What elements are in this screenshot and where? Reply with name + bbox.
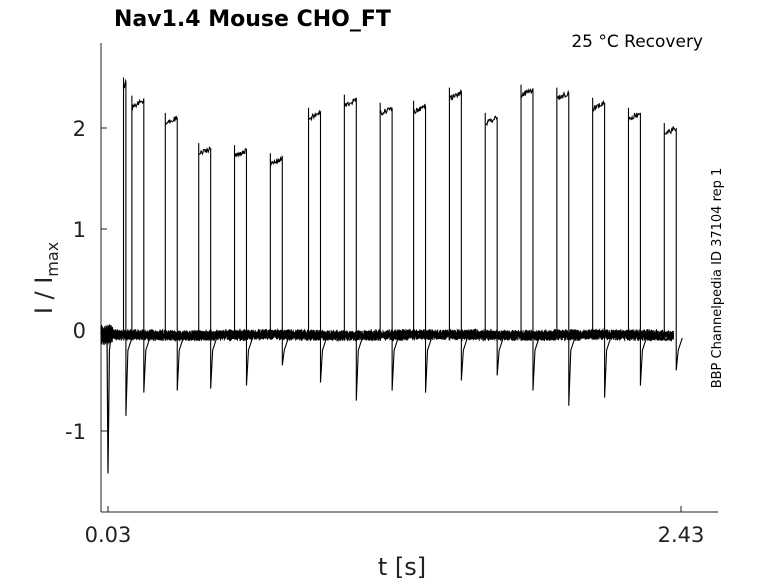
y-axis-label-sub: max	[43, 242, 62, 277]
x-ticks: 0.03 2.43	[85, 506, 705, 547]
pulse-trace	[592, 97, 612, 398]
y-tick-label: -1	[65, 420, 86, 444]
baseline-trace	[100, 325, 674, 346]
pulse-trace	[343, 94, 363, 401]
traces	[100, 77, 683, 474]
initial-dip	[106, 338, 112, 474]
y-tick-label: 2	[73, 117, 86, 141]
pulse-trace	[484, 112, 504, 376]
y-ticks: 2 1 0 -1	[65, 117, 107, 444]
x-tick-label: 2.43	[658, 523, 705, 547]
chart-title: Nav1.4 Mouse CHO_FT	[114, 7, 391, 32]
pulse-trace	[627, 107, 647, 386]
pulse-trace	[233, 145, 253, 386]
pulse-trace	[198, 143, 218, 389]
pulse-trace	[520, 84, 540, 391]
pulse-trace	[448, 87, 468, 381]
pulse-trace	[556, 87, 576, 406]
pulse-trace	[122, 77, 133, 416]
y-axis-label: I / Imax	[30, 242, 62, 314]
y-tick-label: 1	[73, 218, 86, 242]
svg-text:I / Imax: I / Imax	[30, 242, 62, 314]
y-axis-label-main: I / I	[30, 277, 58, 315]
pulse-trace	[379, 102, 399, 391]
y-tick-label: 0	[73, 319, 86, 343]
side-label: BBP Channelpedia ID 37104 rep 1	[710, 168, 725, 389]
pulse-trace	[307, 107, 328, 383]
x-tick-label: 0.03	[85, 523, 132, 547]
pulse-trace	[164, 112, 184, 391]
pulse-trace	[131, 95, 151, 393]
pulse-trace	[269, 153, 289, 366]
pulse-trace	[413, 100, 433, 393]
axes	[100, 43, 718, 513]
condition-label: 25 °C Recovery	[571, 32, 703, 52]
pulse-trace	[663, 122, 683, 371]
side-label-text: BBP Channelpedia ID 37104 rep 1	[710, 168, 725, 389]
x-axis-label: t [s]	[378, 553, 426, 581]
